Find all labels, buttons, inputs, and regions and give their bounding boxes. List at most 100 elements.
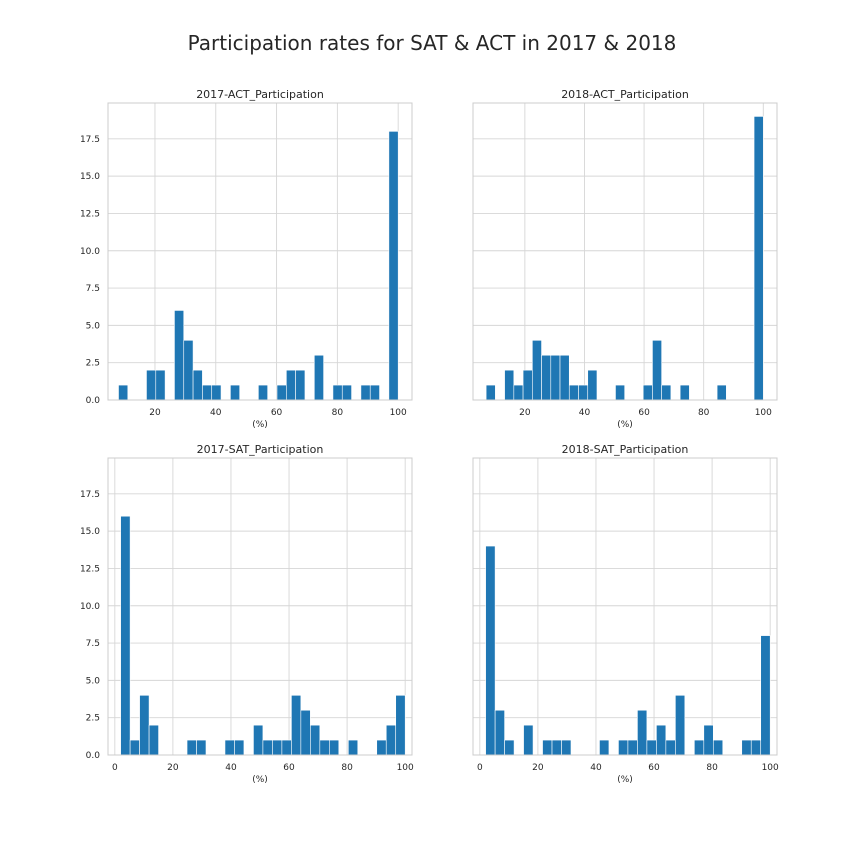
plot-frame xyxy=(107,102,413,401)
y-tick-label: 2.5 xyxy=(86,714,100,724)
histogram-bar xyxy=(139,695,150,756)
histogram-bar xyxy=(599,739,610,756)
histogram-bar xyxy=(313,354,324,401)
x-tick-label: 40 xyxy=(590,763,602,773)
bars xyxy=(118,131,399,401)
histogram-bar xyxy=(281,739,292,756)
histogram-bar xyxy=(196,739,207,756)
x-tick-label: 60 xyxy=(638,408,650,418)
histogram-bar xyxy=(494,709,505,756)
histogram-bar xyxy=(541,354,552,401)
histogram-bar xyxy=(523,724,534,756)
histogram-bar xyxy=(347,739,359,756)
subplot-title: 2017-ACT_Participation xyxy=(196,88,324,101)
y-tick-label: 2.5 xyxy=(86,359,100,369)
histogram-bar xyxy=(211,384,222,401)
histogram-bar xyxy=(376,739,387,756)
subplot-2017-sat: 2017-SAT_Participation (%) 0 20 40 60 80 100 0… xyxy=(80,443,414,785)
histogram-bar xyxy=(183,340,194,401)
histogram-bar xyxy=(522,369,533,401)
histogram-bar xyxy=(295,369,306,401)
histogram-bar xyxy=(760,635,771,756)
subplot-title: 2017-SAT_Participation xyxy=(197,443,324,456)
histogram-bar xyxy=(174,310,185,401)
y-tick-label: 17.5 xyxy=(80,135,100,145)
histogram-bar xyxy=(542,739,553,756)
x-axis-label: (%) xyxy=(617,775,633,785)
histogram-bar xyxy=(388,131,399,401)
histogram-bar xyxy=(694,739,705,756)
x-tick-label: 20 xyxy=(519,408,531,418)
histogram-bar xyxy=(341,384,352,401)
chart-title: Participation rates for SAT & ACT in 201… xyxy=(188,31,677,55)
histogram-bar xyxy=(286,369,296,401)
subplot-title: 2018-SAT_Participation xyxy=(562,443,689,456)
histogram-bar xyxy=(319,739,330,756)
histogram-bar xyxy=(192,369,203,401)
histogram-bar xyxy=(291,695,302,756)
x-tick-label: 40 xyxy=(225,763,237,773)
histogram-bar xyxy=(656,724,667,756)
histogram-bar xyxy=(262,739,273,756)
histogram-bar xyxy=(665,739,676,756)
x-tick-label: 100 xyxy=(755,408,772,418)
histogram-bar xyxy=(561,739,572,756)
y-tick-label: 12.5 xyxy=(80,209,100,219)
histogram-bar xyxy=(395,695,406,756)
histogram-bar xyxy=(652,340,662,401)
x-tick-label: 60 xyxy=(648,763,660,773)
histogram-bar xyxy=(716,384,727,401)
histogram-bar xyxy=(703,724,714,756)
plot-frame xyxy=(107,457,413,756)
y-tick-label: 5.0 xyxy=(86,321,101,331)
y-tick-label: 17.5 xyxy=(80,490,100,500)
histogram-bar xyxy=(637,709,648,756)
histogram-bar xyxy=(118,384,129,401)
histogram-bar xyxy=(276,384,287,401)
y-tick-label: 7.5 xyxy=(86,639,100,649)
y-tick-label: 15.0 xyxy=(80,172,100,182)
histogram-bar xyxy=(253,724,264,756)
histogram-bar xyxy=(568,384,579,401)
subplot-2018-act: 2018-ACT_Participation (%) 20 40 60 80 100 xyxy=(472,88,778,430)
x-axis-label: (%) xyxy=(617,420,633,430)
histogram-bar xyxy=(679,384,690,401)
bars xyxy=(485,116,764,401)
grid xyxy=(473,458,777,756)
histogram-bar xyxy=(369,384,380,401)
plot-frame xyxy=(472,457,778,756)
x-axis-label: (%) xyxy=(252,775,268,785)
x-tick-label: 100 xyxy=(397,763,414,773)
histogram-bar xyxy=(504,369,515,401)
y-tick-label: 10.0 xyxy=(80,247,100,257)
histogram-bar xyxy=(627,739,638,756)
x-tick-label: 40 xyxy=(579,408,591,418)
x-tick-label: 20 xyxy=(149,408,161,418)
x-tick-label: 80 xyxy=(332,408,344,418)
histogram-bar xyxy=(504,739,515,756)
histogram-bar xyxy=(485,384,496,401)
histogram-bar xyxy=(753,116,764,401)
histogram-bar xyxy=(332,384,343,401)
histogram-bar xyxy=(186,739,197,756)
histogram-bar xyxy=(385,724,397,756)
histogram-bar xyxy=(300,709,311,756)
histogram-bar xyxy=(551,739,562,756)
histogram-bar xyxy=(618,739,629,756)
histogram-bar xyxy=(615,384,626,401)
histogram-bar xyxy=(559,354,570,401)
histogram-bar xyxy=(661,384,672,401)
histogram-bar xyxy=(578,384,589,401)
x-tick-label: 40 xyxy=(210,408,222,418)
y-tick-label: 15.0 xyxy=(80,527,100,537)
histogram-bar xyxy=(148,724,159,756)
histogram-bar xyxy=(675,695,686,756)
histogram-bar xyxy=(129,739,140,756)
x-tick-label: 20 xyxy=(532,763,544,773)
histogram-bar xyxy=(120,515,131,756)
histogram-bar xyxy=(146,369,157,401)
histogram-bar xyxy=(485,545,496,756)
histogram-bar xyxy=(712,739,724,756)
histogram-bar xyxy=(532,340,542,401)
